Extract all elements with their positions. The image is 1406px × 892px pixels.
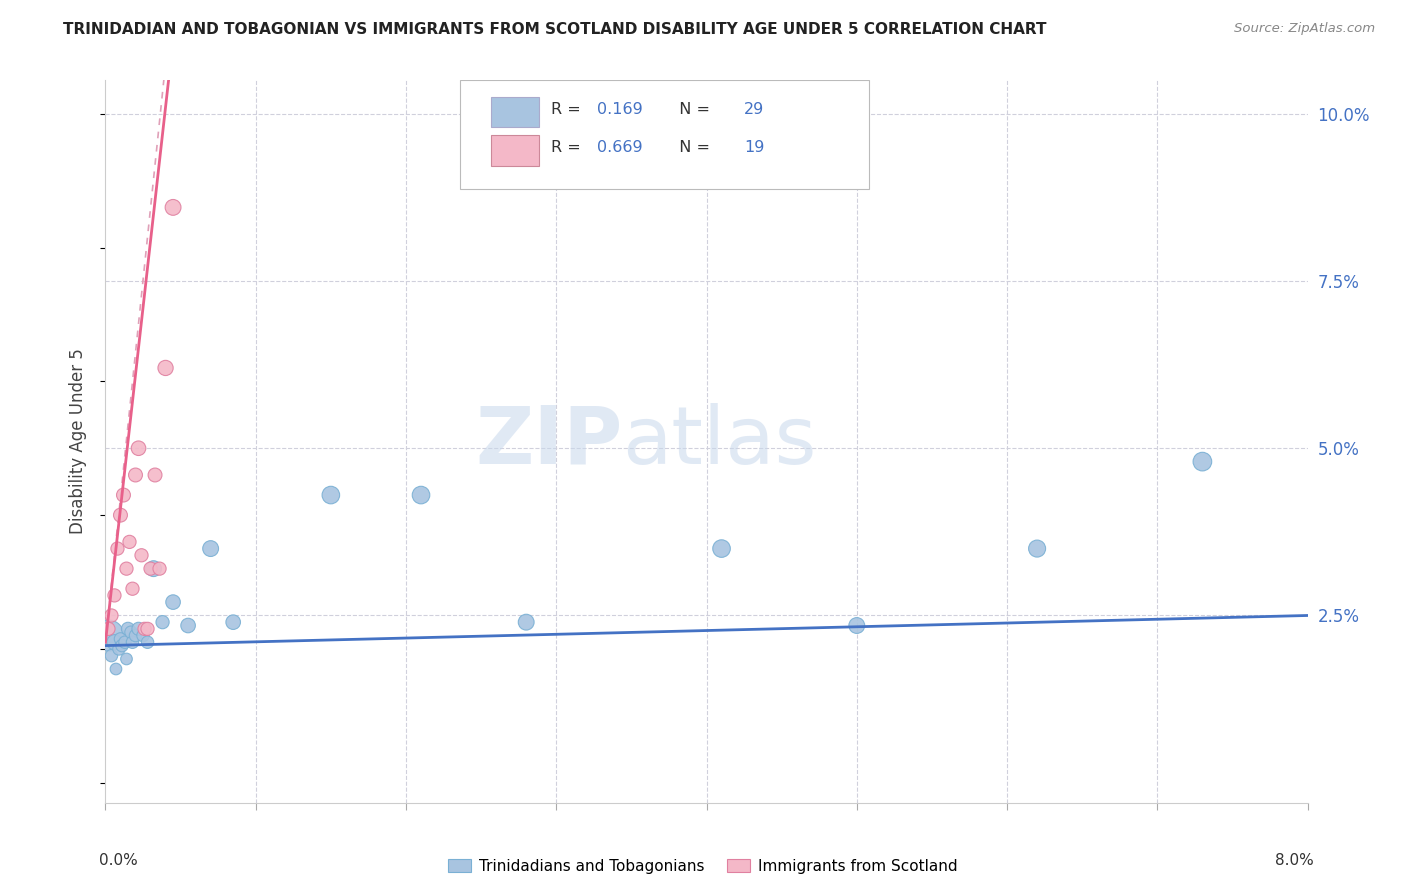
Point [142, 562, 165, 576]
Point [120, 625, 142, 640]
FancyBboxPatch shape [491, 136, 540, 166]
Point [97, 628, 120, 642]
Text: 0.169: 0.169 [598, 102, 643, 117]
Legend: Trinidadians and Tobagonians, Immigrants from Scotland: Trinidadians and Tobagonians, Immigrants… [443, 853, 963, 880]
Text: 8.0%: 8.0% [1275, 854, 1313, 869]
Point [121, 635, 143, 649]
Text: atlas: atlas [623, 402, 817, 481]
Point [134, 622, 156, 636]
Point [845, 618, 868, 632]
Point [100, 648, 122, 663]
Point [1191, 455, 1213, 469]
Y-axis label: Disability Age Under 5: Disability Age Under 5 [69, 349, 87, 534]
Point [115, 652, 138, 666]
Point [177, 618, 200, 632]
Point [100, 608, 122, 623]
Text: 19: 19 [744, 140, 763, 155]
Point [128, 622, 150, 636]
Point [200, 541, 222, 556]
Point [1026, 541, 1049, 556]
Point [97, 622, 120, 636]
Point [152, 615, 174, 630]
FancyBboxPatch shape [460, 80, 869, 189]
Point [103, 635, 125, 649]
Text: 0.0%: 0.0% [100, 854, 138, 869]
Point [115, 562, 138, 576]
Point [155, 361, 177, 376]
Point [162, 595, 184, 609]
Point [710, 541, 733, 556]
Point [515, 615, 537, 630]
Point [124, 628, 146, 642]
Text: 0.669: 0.669 [598, 140, 643, 155]
Point [108, 642, 131, 657]
Text: N =: N = [669, 140, 716, 155]
Point [118, 534, 141, 549]
Text: R =: R = [551, 140, 586, 155]
Point [136, 622, 159, 636]
Point [319, 488, 342, 502]
Point [103, 589, 125, 603]
Point [104, 662, 127, 676]
Point [139, 562, 162, 576]
Text: Source: ZipAtlas.com: Source: ZipAtlas.com [1234, 22, 1375, 36]
Point [409, 488, 432, 502]
Point [136, 635, 159, 649]
Text: N =: N = [669, 102, 716, 117]
Text: 29: 29 [744, 102, 763, 117]
Point [121, 582, 143, 596]
Point [132, 628, 155, 642]
Point [110, 508, 132, 523]
Point [148, 562, 170, 576]
Point [143, 467, 166, 482]
Point [131, 548, 153, 563]
Point [110, 632, 132, 646]
Point [107, 541, 129, 556]
FancyBboxPatch shape [491, 97, 540, 128]
Text: R =: R = [551, 102, 586, 117]
Point [128, 442, 150, 455]
Point [112, 488, 135, 502]
Point [117, 622, 139, 636]
Text: TRINIDADIAN AND TOBAGONIAN VS IMMIGRANTS FROM SCOTLAND DISABILITY AGE UNDER 5 CO: TRINIDADIAN AND TOBAGONIAN VS IMMIGRANTS… [63, 22, 1047, 37]
Point [124, 467, 146, 482]
Point [162, 201, 184, 215]
Point [111, 639, 134, 653]
Point [114, 635, 136, 649]
Point [222, 615, 245, 630]
Text: ZIP: ZIP [475, 402, 623, 481]
